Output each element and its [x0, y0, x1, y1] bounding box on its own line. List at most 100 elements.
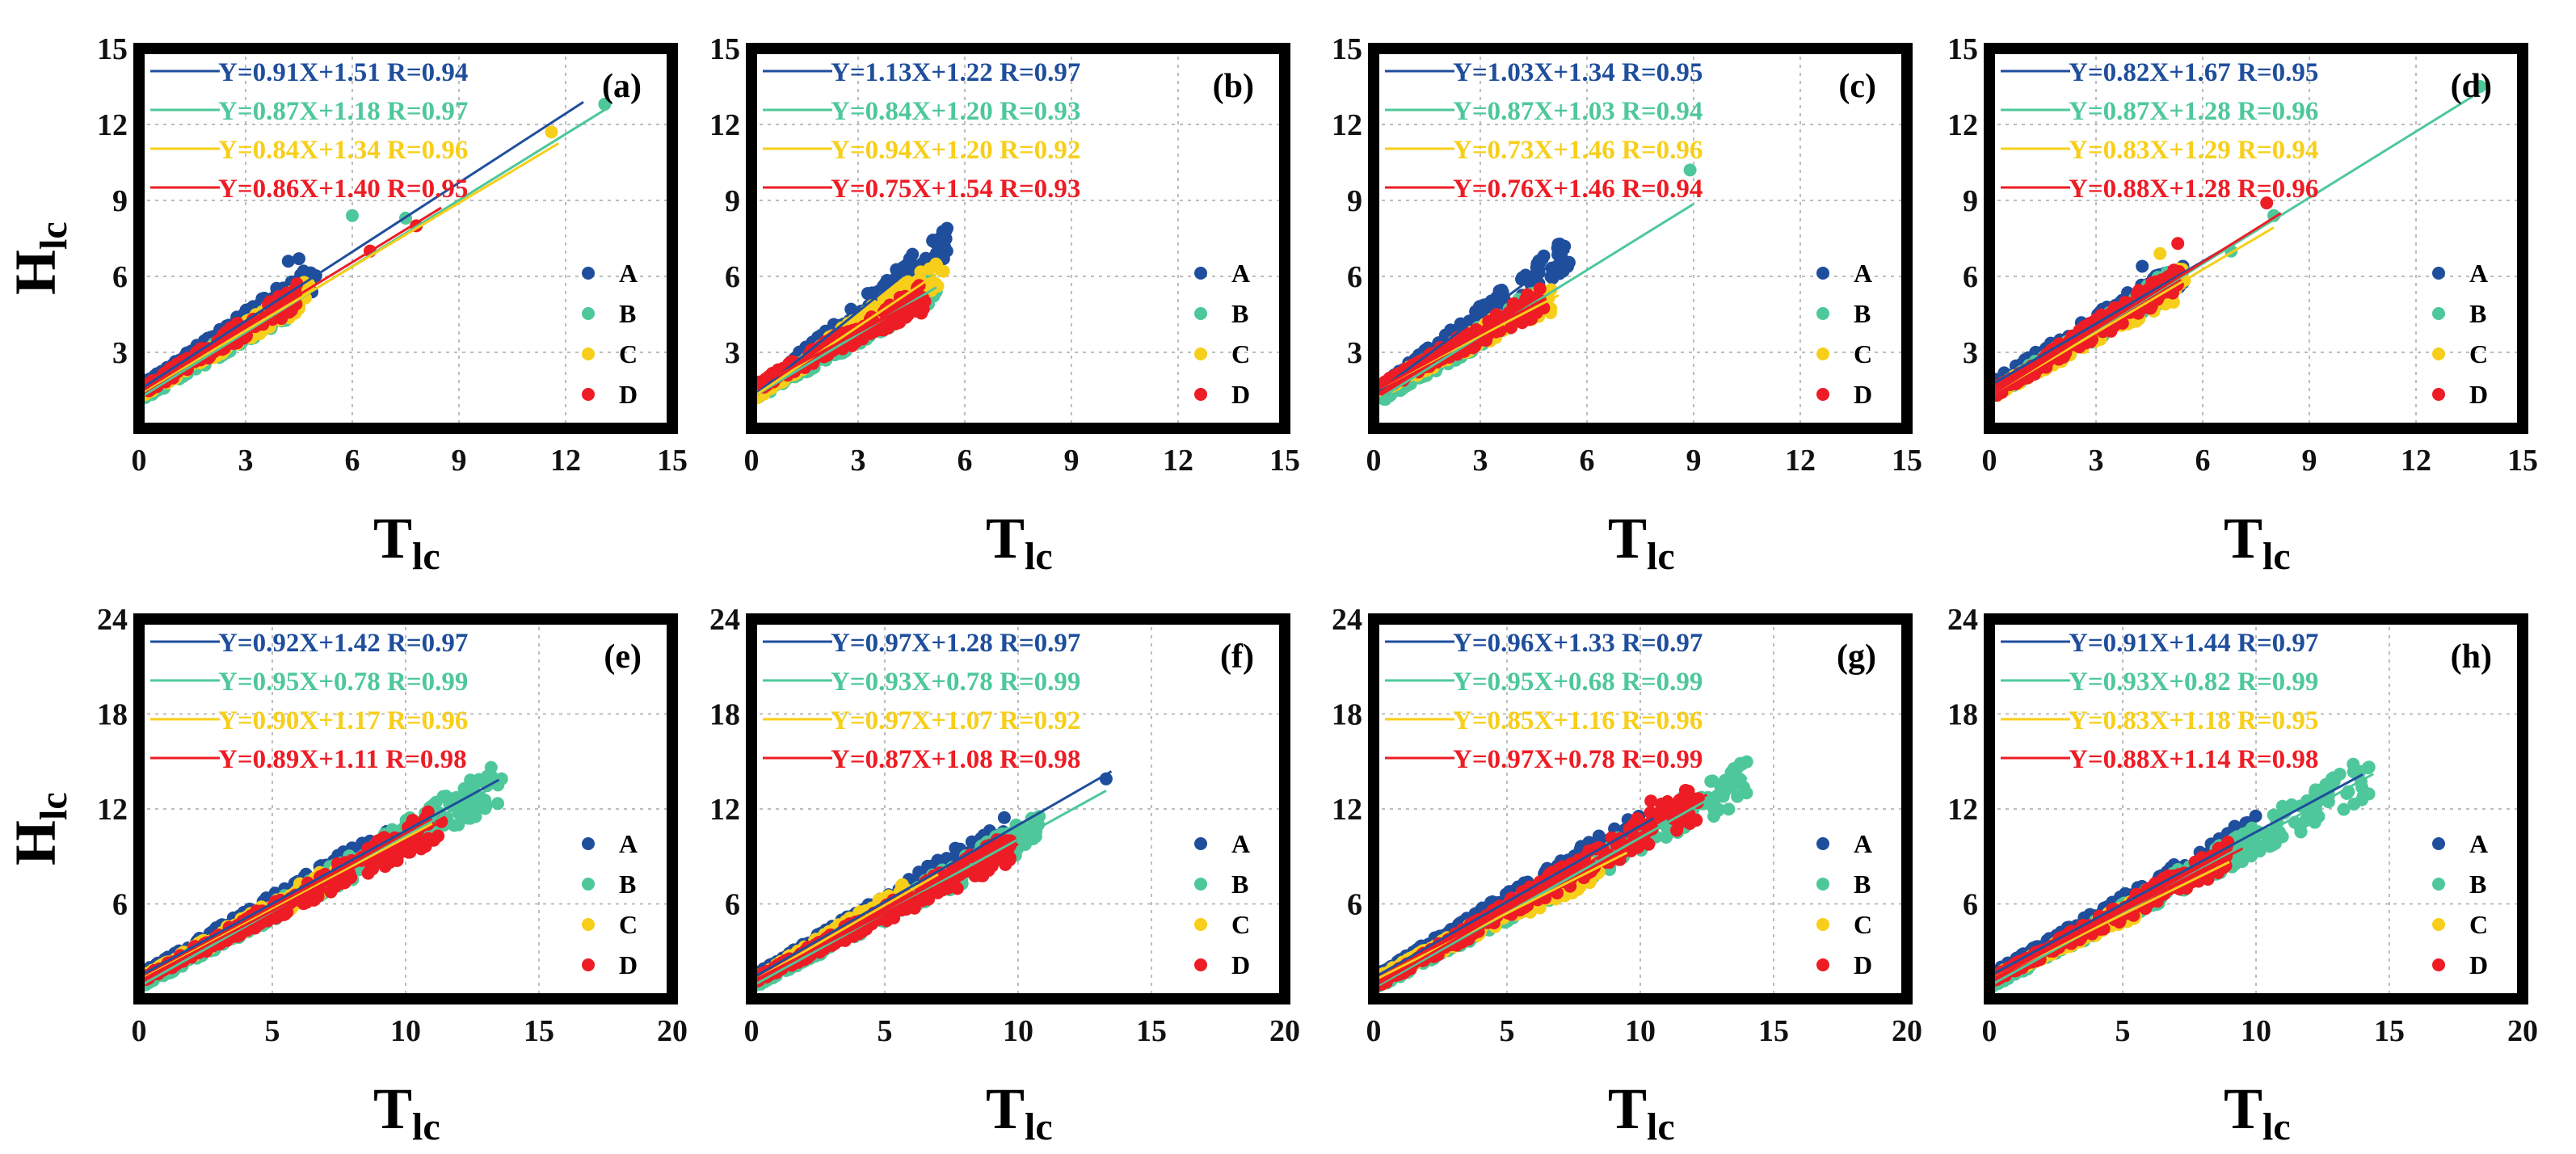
x-tick-label: 20: [1269, 1014, 1300, 1048]
data-point-D: [1517, 314, 1531, 327]
equation-text-B: Y=0.87X+1.18 R=0.97: [218, 97, 468, 126]
x-tick-label: 9: [1064, 444, 1080, 478]
equation-text-C: Y=0.90X+1.17 R=0.96: [218, 706, 468, 735]
data-point-D: [247, 921, 261, 935]
regression-line-C: [751, 873, 939, 983]
legend-label-A: A: [619, 829, 638, 858]
panel-f: Y=0.97X+1.28 R=0.97Y=0.93X+0.78 R=0.99Y=…: [709, 603, 1300, 1148]
data-point-B: [495, 772, 508, 785]
legend-label-C: C: [619, 910, 638, 939]
data-point-D: [950, 882, 964, 895]
data-point-C: [923, 262, 937, 276]
x-tick-label: 0: [744, 1014, 760, 1048]
legend-label-A: A: [1854, 259, 1872, 288]
data-point-A: [1556, 256, 1570, 270]
equation-text-B: Y=0.87X+1.28 R=0.96: [2069, 97, 2318, 126]
y-tick-label: 3: [725, 336, 740, 370]
data-point-D: [308, 893, 322, 907]
data-point-D: [907, 901, 921, 915]
legend-marker-D: [582, 958, 595, 971]
regression-line-C: [751, 271, 941, 399]
equation-text-A: Y=0.92X+1.42 R=0.97: [218, 629, 468, 658]
data-point-C: [901, 275, 915, 288]
x-tick-label: 15: [1136, 1014, 1167, 1048]
regression-line-B: [751, 790, 1107, 988]
y-tick-label: 15: [1332, 32, 1362, 66]
equation-text-B: Y=0.84X+1.20 R=0.93: [831, 97, 1080, 126]
equation-legend: Y=0.82X+1.67 R=0.95Y=0.87X+1.28 R=0.96Y=…: [2001, 58, 2318, 204]
legend-label-A: A: [2469, 259, 2488, 288]
data-point-A: [1473, 300, 1487, 314]
equation-text-C: Y=0.97X+1.07 R=0.92: [831, 706, 1080, 735]
y-tick-label: 3: [1347, 336, 1362, 370]
legend-marker-B: [582, 307, 595, 320]
panel-label: (a): [602, 68, 642, 105]
gridlines: [751, 619, 1285, 999]
data-point-B: [436, 790, 450, 803]
y-tick-label: 3: [1963, 336, 1978, 370]
data-point-A: [997, 811, 1011, 824]
regression-line-A: [139, 101, 584, 391]
y-tick-label: 9: [1963, 184, 1978, 218]
regression-lines: [1989, 88, 2485, 398]
x-tick-label: 5: [265, 1014, 280, 1048]
x-tick-label: 15: [1892, 444, 1922, 478]
y-axis-label: Hlc: [3, 792, 75, 866]
data-point-A: [293, 252, 305, 266]
y-tick-label: 18: [709, 698, 740, 732]
x-tick-label: 12: [1785, 444, 1816, 478]
x-tick-label: 12: [550, 444, 581, 478]
legend-marker-C: [582, 347, 595, 360]
y-tick-label: 3: [112, 336, 128, 370]
y-tick-label: 12: [1947, 108, 1978, 142]
x-tick-label: 5: [878, 1014, 893, 1048]
legend-marker-A: [1194, 267, 1207, 280]
data-point-D: [383, 853, 397, 867]
legend-marker-C: [1194, 347, 1207, 360]
plot-frame: [1368, 43, 1913, 434]
legend-marker-B: [1194, 878, 1207, 891]
regression-line-D: [751, 295, 927, 391]
equation-text-B: Y=0.93X+0.78 R=0.99: [831, 668, 1080, 697]
data-point-A: [903, 252, 916, 266]
x-tick-label: 12: [1163, 444, 1193, 478]
legend-label-D: D: [1854, 380, 1872, 409]
data-point-D: [907, 304, 921, 318]
y-tick-label: 12: [709, 108, 740, 142]
legend-marker-A: [1816, 267, 1829, 280]
x-axis-label: Tlc: [1608, 506, 1675, 578]
legend-label-B: B: [619, 299, 636, 328]
x-tick-label: 10: [390, 1014, 421, 1048]
legend-marker-A: [2432, 267, 2445, 280]
panel-label: (c): [1838, 68, 1876, 105]
data-point-A: [1546, 272, 1559, 285]
y-tick-label: 9: [725, 184, 740, 218]
x-axis-label: Tlc: [2224, 506, 2291, 578]
data-point-D: [2171, 237, 2185, 251]
y-axis-label: Hlc: [3, 221, 75, 295]
legend-marker-B: [2432, 307, 2445, 320]
x-tick-label: 0: [744, 444, 760, 478]
data-point-B: [475, 774, 489, 788]
x-tick-label: 15: [1269, 444, 1300, 478]
data-point-C: [937, 264, 950, 278]
equation-text-B: Y=0.95X+0.78 R=0.99: [218, 668, 468, 697]
regression-lines: [139, 101, 609, 400]
x-tick-label: 9: [452, 444, 467, 478]
x-tick-label: 6: [345, 444, 360, 478]
x-tick-label: 15: [2507, 444, 2538, 478]
data-point-D: [415, 842, 428, 856]
legend-label-D: D: [619, 950, 638, 979]
data-point-A: [281, 255, 295, 268]
equation-legend: Y=1.13X+1.22 R=0.97Y=0.84X+1.20 R=0.93Y=…: [763, 58, 1080, 204]
legend-marker-D: [2432, 388, 2445, 401]
x-axis-label: Tlc: [986, 1076, 1053, 1148]
equation-text-D: Y=0.88X+1.28 R=0.96: [2069, 175, 2318, 204]
legend-label-D: D: [1231, 380, 1250, 409]
equation-text-B: Y=0.87X+1.03 R=0.94: [1453, 97, 1703, 126]
equation-legend: Y=1.03X+1.34 R=0.95Y=0.87X+1.03 R=0.94Y=…: [1385, 58, 1703, 204]
panel-g: Y=0.96X+1.33 R=0.97Y=0.95X+0.68 R=0.99Y=…: [1332, 603, 1922, 1148]
data-point-D: [1507, 297, 1521, 310]
